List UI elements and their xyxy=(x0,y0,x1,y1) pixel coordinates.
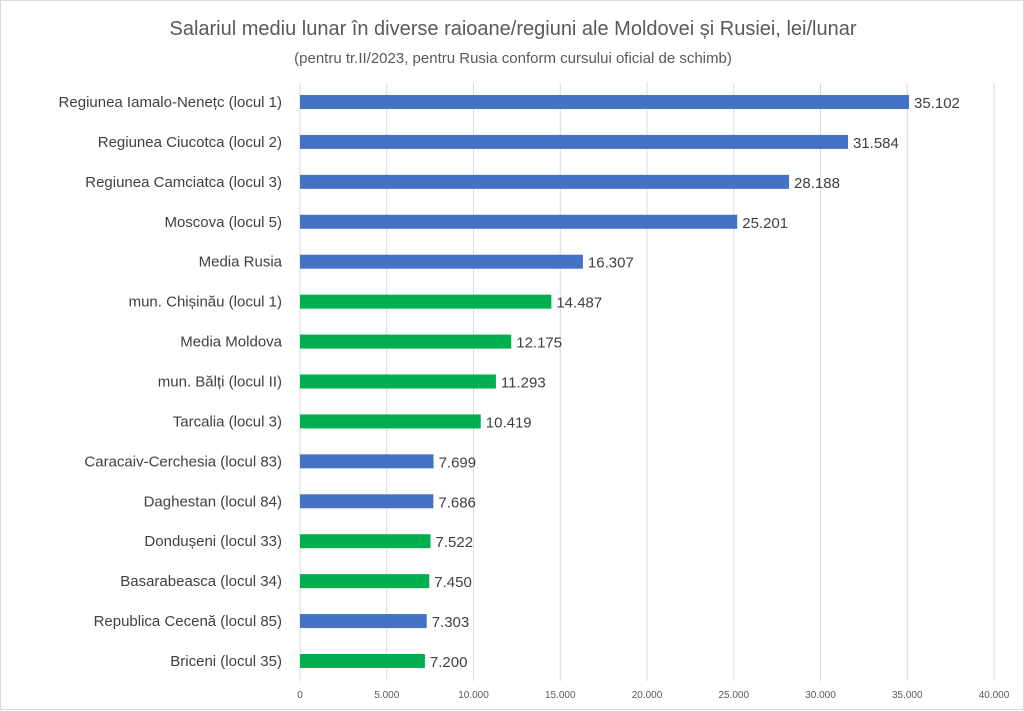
data-label: 31.584 xyxy=(853,135,899,152)
x-tick-label: 40.000 xyxy=(979,690,1010,701)
bar-rusia xyxy=(300,494,434,509)
data-label: 16.307 xyxy=(588,255,634,272)
data-label: 7.303 xyxy=(432,614,470,631)
category-label: Basarabeasca (locul 34) xyxy=(120,573,282,590)
bar-rusia xyxy=(300,134,848,149)
x-tick-label: 0 xyxy=(297,690,303,701)
x-tick-label: 10.000 xyxy=(458,690,489,701)
x-tick-label: 25.000 xyxy=(718,690,749,701)
bar-moldova xyxy=(300,574,430,589)
data-label: 10.419 xyxy=(486,414,532,431)
data-label: 7.450 xyxy=(434,574,472,591)
category-label: Moscova (locul 5) xyxy=(164,214,282,231)
data-label: 11.293 xyxy=(501,375,546,392)
bar-moldova xyxy=(300,294,552,309)
chart-title: Salariul mediu lunar în diverse raioane/… xyxy=(169,18,856,40)
bar-rusia xyxy=(300,174,790,189)
data-label: 7.699 xyxy=(439,454,477,471)
bar-rusia xyxy=(300,614,427,629)
data-label: 7.200 xyxy=(430,654,468,671)
bar-moldova xyxy=(300,534,431,549)
category-label: Media Moldova xyxy=(180,334,282,351)
category-label: Caracaiv-Cerchesia (locul 83) xyxy=(84,453,282,470)
data-label: 14.487 xyxy=(556,295,602,312)
category-label: Dondușeni (locul 33) xyxy=(144,533,282,550)
data-label: 28.188 xyxy=(794,175,840,192)
bar-moldova xyxy=(300,374,496,389)
x-tick-label: 35.000 xyxy=(892,690,923,701)
data-label: 7.686 xyxy=(438,494,476,511)
category-label: Regiunea Camciatca (locul 3) xyxy=(85,174,282,191)
bar-moldova xyxy=(300,414,481,429)
category-label: Regiunea Iamalo-Nenețc (locul 1) xyxy=(59,94,282,111)
category-label: mun. Bălți (locul II) xyxy=(158,374,282,391)
bar-rusia xyxy=(300,95,910,109)
x-tick-label: 15.000 xyxy=(545,690,576,701)
bar-moldova xyxy=(300,654,425,668)
data-label: 25.201 xyxy=(742,215,788,232)
category-label: Regiunea Ciucotca (locul 2) xyxy=(98,134,282,151)
data-label: 12.175 xyxy=(516,335,562,352)
category-label: Republica Cecenă (locul 85) xyxy=(94,613,282,630)
x-tick-label: 30.000 xyxy=(805,690,836,701)
category-label: mun. Chișinău (locul 1) xyxy=(129,294,282,311)
data-label: 7.522 xyxy=(436,534,474,551)
bar-rusia xyxy=(300,214,738,229)
category-label: Briceni (locul 35) xyxy=(170,653,282,670)
x-tick-label: 5.000 xyxy=(374,690,399,701)
chart-subtitle: (pentru tr.II/2023, pentru Rusia conform… xyxy=(294,50,732,67)
category-label: Daghestan (locul 84) xyxy=(144,493,282,510)
category-label: Media Rusia xyxy=(199,254,283,271)
data-label: 35.102 xyxy=(914,95,960,112)
x-tick-label: 20.000 xyxy=(632,690,663,701)
bar-rusia xyxy=(300,254,583,269)
bar-rusia xyxy=(300,454,434,469)
category-label: Tarcalia (locul 3) xyxy=(173,413,282,430)
bar-moldova xyxy=(300,334,512,349)
